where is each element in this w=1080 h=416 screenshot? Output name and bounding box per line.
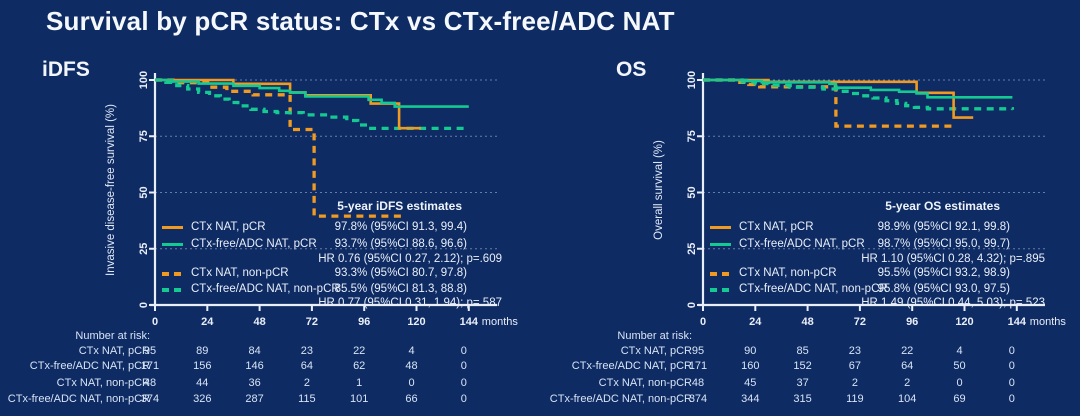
km-curve-ctx-free-adc-nat-pcr	[155, 78, 469, 108]
x-tick-label: 48	[801, 316, 813, 328]
x-tick-label: 24	[201, 316, 214, 328]
y-tick-label: 0	[138, 302, 150, 308]
km-curve-ctx-nat-non-pcr	[155, 78, 404, 218]
y-tick-label: 50	[686, 186, 698, 198]
x-tick-label: 96	[358, 316, 370, 328]
y-tick-label: 50	[138, 186, 150, 198]
km-curve-ctx-free-adc-nat-non-pcr	[155, 78, 471, 131]
x-tick-label: 72	[306, 316, 318, 328]
x-tick-label: 120	[955, 316, 973, 328]
y-tick-label: 100	[138, 71, 150, 89]
y-tick-label: 25	[138, 243, 150, 255]
slide-title: Survival by pCR status: CTx vs CTx-free/…	[46, 6, 675, 36]
km-curve-ctx-nat-pcr	[703, 78, 974, 119]
y-tick-label: 100	[686, 71, 698, 89]
y-tick-label: 75	[686, 130, 698, 142]
y-tick-label: 25	[686, 243, 698, 255]
panel-label-idfs: iDFS	[42, 58, 90, 81]
x-tick-label: 144	[1008, 316, 1027, 328]
x-tick-label: 144	[460, 316, 479, 328]
panel-iDFS: 0 25 50 75 100 0 24 48 72 96 120 144 months	[138, 71, 518, 328]
x-tick-label: 48	[253, 316, 265, 328]
x-tick-label: 24	[749, 316, 762, 328]
x-tick-label: 0	[700, 316, 706, 328]
panel-OS: 0 25 50 75 100 0 24 48 72 96 120 144 months	[686, 71, 1066, 328]
x-tick-label: 0	[152, 316, 158, 328]
km-curve-ctx-free-adc-nat-pcr	[703, 78, 1013, 99]
x-tick-label: 72	[854, 316, 866, 328]
x-axis-unit: months	[1030, 316, 1067, 328]
x-tick-label: 96	[906, 316, 918, 328]
panel-label-os: OS	[616, 58, 647, 81]
x-tick-label: 120	[407, 316, 425, 328]
x-axis-unit: months	[482, 316, 519, 328]
y-tick-label: 0	[686, 302, 698, 308]
y-tick-label: 75	[138, 130, 150, 142]
